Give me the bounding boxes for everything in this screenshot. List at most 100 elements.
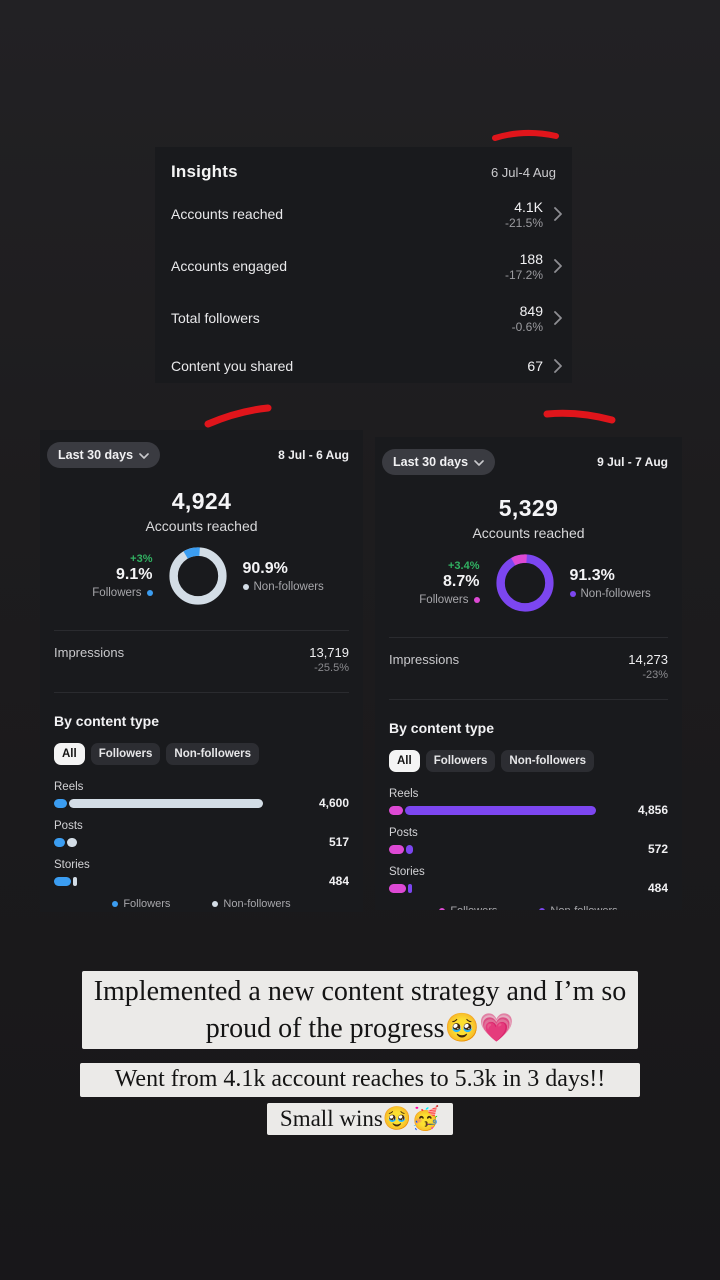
tab-non-followers[interactable]: Non-followers bbox=[501, 750, 595, 772]
panel-date-range: 9 Jul - 7 Aug bbox=[597, 455, 668, 469]
date-filter-label: Last 30 days bbox=[393, 455, 469, 469]
bar-followers-segment bbox=[54, 876, 71, 886]
followers-dot bbox=[112, 901, 119, 907]
bar-row-stories: Stories 484 bbox=[389, 866, 668, 895]
red-marker-stroke bbox=[543, 409, 616, 424]
donut-base-ring bbox=[495, 554, 554, 612]
tab-followers[interactable]: Followers bbox=[90, 743, 161, 765]
nonfollowers-legend-label: Non-followers bbox=[580, 588, 651, 600]
red-marker-stroke bbox=[492, 130, 559, 141]
nonfollowers-dot bbox=[212, 901, 219, 907]
insights-panel: Insights 6 Jul-4 Aug Accounts reached 4.… bbox=[155, 147, 572, 383]
impressions-row: Impressions 14,273 -23% bbox=[375, 638, 682, 681]
followers-dot bbox=[439, 908, 446, 910]
panel-date-range: 8 Jul - 6 Aug bbox=[278, 448, 349, 462]
date-filter-dropdown[interactable]: Last 30 days bbox=[47, 442, 161, 468]
bar-label: Stories bbox=[389, 866, 425, 878]
bar-row-posts: Posts 517 bbox=[54, 820, 349, 849]
bar-track bbox=[54, 837, 263, 847]
tab-followers[interactable]: Followers bbox=[425, 750, 496, 772]
reach-panel-left: Last 30 days 8 Jul - 6 Aug 4,924 Account… bbox=[40, 430, 363, 912]
nonfollowers-dot bbox=[569, 591, 576, 597]
row-change: -0.6% bbox=[511, 319, 543, 334]
caption-box-small-wins: Small wins🥹🥳 bbox=[267, 1103, 453, 1135]
content-type-bars: Reels 4,600 Posts 517 bbox=[40, 765, 363, 888]
chevron-right-icon bbox=[554, 311, 562, 325]
bar-label: Posts bbox=[54, 820, 83, 832]
date-filter-dropdown[interactable]: Last 30 days bbox=[382, 449, 496, 475]
accounts-reached-value: 4,924 bbox=[171, 488, 232, 514]
bar-nonfollowers-segment bbox=[406, 844, 413, 854]
nonfollowers-percent: 90.9% bbox=[242, 560, 288, 577]
row-label: Accounts reached bbox=[171, 206, 284, 222]
bar-value: 4,600 bbox=[318, 796, 349, 810]
row-label: Accounts engaged bbox=[171, 258, 287, 274]
audience-filter-tabs: All Followers Non-followers bbox=[40, 729, 363, 765]
tab-non-followers[interactable]: Non-followers bbox=[166, 743, 260, 765]
bar-row-reels: Reels 4,856 bbox=[389, 788, 668, 817]
followers-percent: 8.7% bbox=[443, 573, 480, 590]
accounts-reached-value: 5,329 bbox=[498, 495, 559, 521]
bar-nonfollowers-segment bbox=[69, 798, 263, 808]
bar-nonfollowers-segment bbox=[73, 876, 77, 886]
insights-row-accounts-reached[interactable]: Accounts reached 4.1K -21.5% bbox=[171, 188, 562, 240]
chevron-right-icon bbox=[554, 207, 562, 221]
row-value: 4.1K bbox=[514, 198, 543, 215]
chevron-down-icon bbox=[139, 448, 149, 462]
bar-nonfollowers-segment bbox=[67, 837, 77, 847]
reach-donut-chart bbox=[168, 547, 227, 605]
reach-donut-section: +3% 9.1% Followers 90.9% Non-followers bbox=[40, 542, 363, 610]
reach-donut-section: +3.4% 8.7% Followers 91.3% Non-followers bbox=[375, 549, 682, 617]
bar-value: 484 bbox=[328, 874, 349, 888]
reach-panel-right: Last 30 days 9 Jul - 7 Aug 5,329 Account… bbox=[375, 437, 682, 910]
date-filter-label: Last 30 days bbox=[58, 448, 134, 462]
insights-header: Insights 6 Jul-4 Aug bbox=[155, 147, 572, 182]
divider bbox=[389, 699, 668, 700]
red-marker-stroke bbox=[204, 404, 272, 428]
content-type-bars: Reels 4,856 Posts 572 bbox=[375, 772, 682, 895]
chevron-right-icon bbox=[554, 359, 562, 373]
row-label: Content you shared bbox=[171, 358, 294, 374]
bar-value: 517 bbox=[328, 835, 349, 849]
bar-value: 484 bbox=[647, 881, 668, 895]
impressions-change: -23% bbox=[642, 669, 668, 681]
donut-base-ring bbox=[168, 547, 227, 605]
tab-all[interactable]: All bbox=[54, 743, 85, 765]
row-label: Total followers bbox=[171, 310, 260, 326]
insights-row-total-followers[interactable]: Total followers 849 -0.6% bbox=[171, 292, 562, 344]
insights-row-accounts-engaged[interactable]: Accounts engaged 188 -17.2% bbox=[171, 240, 562, 292]
accounts-reached-label: Accounts reached bbox=[145, 518, 258, 534]
insights-row-content-you-shared[interactable]: Content you shared 67 bbox=[171, 344, 562, 383]
bar-label: Posts bbox=[389, 827, 418, 839]
bar-track bbox=[54, 876, 263, 886]
bar-value: 4,856 bbox=[637, 803, 668, 817]
bar-chart-legend: Followers Non-followers bbox=[40, 898, 363, 910]
impressions-change: -25.5% bbox=[314, 662, 349, 674]
bar-label: Reels bbox=[389, 788, 419, 800]
legend-followers-label: Followers bbox=[123, 898, 171, 910]
tab-all[interactable]: All bbox=[389, 750, 420, 772]
by-content-type-title: By content type bbox=[54, 713, 160, 729]
row-change: -21.5% bbox=[504, 215, 543, 230]
bar-nonfollowers-segment bbox=[408, 883, 412, 893]
followers-legend-label: Followers bbox=[419, 594, 469, 606]
accounts-reached-label: Accounts reached bbox=[472, 525, 585, 541]
impressions-value: 13,719 bbox=[309, 645, 349, 660]
followers-dot bbox=[146, 590, 153, 596]
bar-nonfollowers-segment bbox=[405, 805, 596, 815]
bar-value: 572 bbox=[647, 842, 668, 856]
nonfollowers-percent: 91.3% bbox=[569, 567, 615, 584]
impressions-label: Impressions bbox=[389, 652, 460, 667]
bar-followers-segment bbox=[389, 883, 406, 893]
bar-label: Reels bbox=[54, 781, 84, 793]
row-value: 188 bbox=[519, 250, 543, 267]
followers-change: +3% bbox=[130, 553, 153, 565]
bar-row-reels: Reels 4,600 bbox=[54, 781, 349, 810]
legend-followers-label: Followers bbox=[450, 905, 497, 910]
impressions-row: Impressions 13,719 -25.5% bbox=[40, 631, 363, 674]
nonfollowers-dot bbox=[242, 584, 249, 590]
nonfollowers-legend-label: Non-followers bbox=[253, 581, 324, 593]
bar-row-posts: Posts 572 bbox=[389, 827, 668, 856]
donut-followers-arc bbox=[495, 554, 554, 612]
